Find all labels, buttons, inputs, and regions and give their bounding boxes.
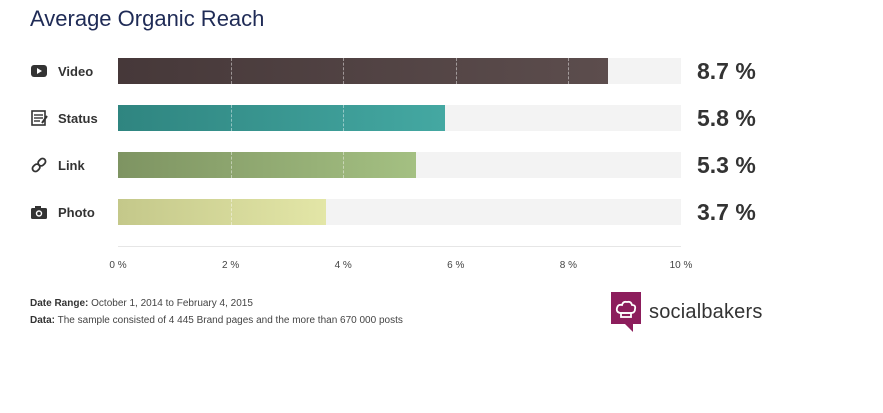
value-label-photo: 3.7 % xyxy=(697,198,756,225)
gridline xyxy=(343,105,345,131)
bar-video xyxy=(118,58,608,84)
category-label-video: Video xyxy=(30,58,93,84)
date-range-note: Date Range: October 1, 2014 to February … xyxy=(30,298,253,309)
category-label-photo: Photo xyxy=(30,199,95,225)
brand-name: socialbakers xyxy=(649,300,763,323)
gridline xyxy=(230,58,232,84)
date-range-label: Date Range: xyxy=(30,298,89,309)
value-label-link: 5.3 % xyxy=(697,151,756,178)
date-range-value: October 1, 2014 to February 4, 2015 xyxy=(91,298,253,309)
bar-track xyxy=(118,105,681,131)
data-label: Data: xyxy=(30,315,56,326)
brand-logo: socialbakers xyxy=(611,292,763,332)
chart-title: Average Organic Reach xyxy=(30,6,265,31)
category-label-link: Link xyxy=(30,152,85,178)
gridline xyxy=(343,58,345,84)
data-note: Data: The sample consisted of 4 445 Bran… xyxy=(30,315,403,326)
bar-status xyxy=(118,105,445,131)
value-label-video: 8.7 % xyxy=(697,57,756,84)
gridline xyxy=(230,105,232,131)
bar-link xyxy=(118,152,417,178)
x-tick-label: 6 % xyxy=(447,260,465,271)
gridline xyxy=(230,199,232,225)
bar-track xyxy=(118,152,681,178)
bar-track xyxy=(118,199,681,225)
category-text: Photo xyxy=(58,204,95,220)
video-icon xyxy=(30,63,48,79)
x-axis-line xyxy=(118,246,681,247)
status-icon xyxy=(30,110,48,126)
category-text: Video xyxy=(58,63,94,79)
category-text: Link xyxy=(58,157,85,173)
x-tick-label: 4 % xyxy=(334,260,352,271)
gridline xyxy=(343,152,345,178)
x-tick-label: 8 % xyxy=(559,260,578,271)
socialbakers-logo-icon xyxy=(611,292,641,332)
gridline xyxy=(568,58,570,84)
value-label-status: 5.8 % xyxy=(697,104,756,131)
category-label-status: Status xyxy=(30,105,98,131)
x-tick-label: 0 % xyxy=(109,260,127,271)
x-tick-label: 10 % xyxy=(669,260,693,271)
x-tick-label: 2 % xyxy=(221,260,240,271)
link-icon xyxy=(30,157,48,173)
data-value: The sample consisted of 4 445 Brand page… xyxy=(57,315,403,326)
bar-track xyxy=(118,58,681,84)
gridline xyxy=(455,58,457,84)
photo-icon xyxy=(30,204,48,220)
category-text: Status xyxy=(58,110,98,126)
gridline xyxy=(230,152,232,178)
bar-photo xyxy=(118,199,327,225)
